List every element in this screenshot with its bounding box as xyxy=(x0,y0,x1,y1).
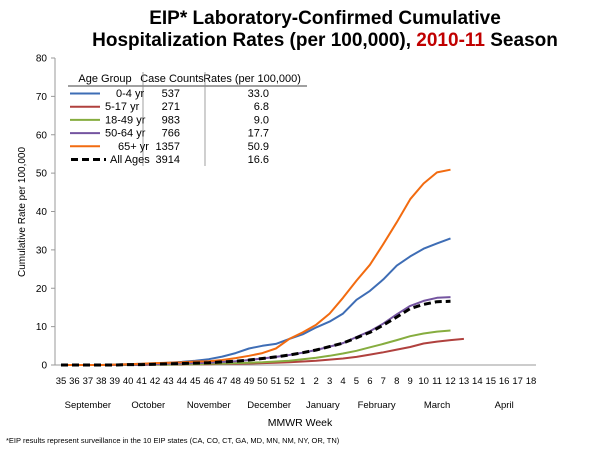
month-label: February xyxy=(358,400,396,411)
month-label: November xyxy=(187,400,231,411)
x-tick-label: 49 xyxy=(244,376,255,387)
x-tick-label: 41 xyxy=(136,376,147,387)
x-tick-label: 4 xyxy=(340,376,345,387)
x-tick-label: 46 xyxy=(203,376,214,387)
x-tick-label: 50 xyxy=(257,376,268,387)
x-tick-label: 42 xyxy=(150,376,161,387)
y-tick-label: 60 xyxy=(36,130,48,141)
month-label: April xyxy=(495,400,514,411)
x-tick-label: 48 xyxy=(230,376,241,387)
y-tick-label: 0 xyxy=(41,361,47,372)
x-tick-label: 44 xyxy=(177,376,188,387)
x-tick-label: 16 xyxy=(499,376,510,387)
x-tick-label: 40 xyxy=(123,376,134,387)
y-tick-label: 50 xyxy=(36,169,48,180)
x-tick-label: 37 xyxy=(83,376,94,387)
x-tick-label: 1 xyxy=(300,376,305,387)
x-tick-label: 52 xyxy=(284,376,295,387)
series-line-0-4-yr xyxy=(61,237,451,366)
x-tick-label: 36 xyxy=(69,376,80,387)
legend-case-count: 3914 xyxy=(156,154,180,166)
title-season: 2010-11 xyxy=(416,30,485,51)
series-line-65-yr xyxy=(61,168,451,366)
x-tick-label: 7 xyxy=(381,376,386,387)
title-part: Season xyxy=(484,30,558,51)
x-tick-label: 14 xyxy=(472,376,483,387)
x-tick-label: 15 xyxy=(485,376,496,387)
legend-rate: 33.0 xyxy=(248,88,269,100)
x-tick-label: 9 xyxy=(408,376,413,387)
chart-title-line2: Hospitalization Rates (per 100,000), 201… xyxy=(60,30,590,52)
y-axis-label: Cumulative Rate per 100,000 xyxy=(17,147,28,278)
x-tick-label: 8 xyxy=(394,376,399,387)
month-label: September xyxy=(65,400,111,411)
legend-case-count: 537 xyxy=(162,88,180,100)
legend-rate: 50.9 xyxy=(248,141,269,153)
legend-rate: 17.7 xyxy=(248,128,269,140)
x-tick-label: 17 xyxy=(512,376,523,387)
series-line-all-ages xyxy=(61,299,451,367)
series-line-5-17-yr xyxy=(61,337,464,366)
chart-title-line1: EIP* Laboratory-Confirmed Cumulative xyxy=(149,8,501,29)
x-tick-label: 43 xyxy=(163,376,174,387)
legend-label: 50-64 yr xyxy=(105,128,146,140)
x-tick-label: 3 xyxy=(327,376,332,387)
title-part: Hospitalization Rates (per 100,000), xyxy=(92,30,417,51)
x-tick-label: 6 xyxy=(367,376,372,387)
legend-rate: 9.0 xyxy=(254,114,269,126)
legend-header: Case Counts xyxy=(140,73,204,85)
legend-rate: 6.8 xyxy=(254,101,269,113)
legend-case-count: 983 xyxy=(162,114,180,126)
legend-label: All Ages xyxy=(110,154,150,166)
legend-rate: 16.6 xyxy=(248,154,269,166)
x-tick-label: 35 xyxy=(56,376,67,387)
x-tick-label: 10 xyxy=(418,376,429,387)
y-tick-label: 70 xyxy=(36,92,48,103)
legend-label: 18-49 yr xyxy=(105,114,146,126)
y-tick-label: 30 xyxy=(36,245,48,256)
x-tick-label: 47 xyxy=(217,376,228,387)
x-tick-label: 13 xyxy=(459,376,470,387)
footnote: *EIP results represent surveillance in t… xyxy=(6,436,340,445)
x-tick-label: 12 xyxy=(445,376,456,387)
month-label: January xyxy=(306,400,340,411)
legend-label: 5-17 yr xyxy=(105,101,140,113)
month-label: March xyxy=(424,400,450,411)
legend-case-count: 766 xyxy=(162,128,180,140)
y-tick-label: 20 xyxy=(36,284,48,295)
legend-case-count: 271 xyxy=(162,101,180,113)
legend-label: 65+ yr xyxy=(118,141,149,153)
x-tick-label: 5 xyxy=(354,376,359,387)
x-tick-label: 38 xyxy=(96,376,107,387)
y-tick-label: 10 xyxy=(36,322,48,333)
y-tick-label: 80 xyxy=(36,54,48,65)
x-tick-label: 39 xyxy=(109,376,120,387)
x-tick-label: 11 xyxy=(432,376,442,387)
x-tick-label: 51 xyxy=(271,376,282,387)
legend-label: 0-4 yr xyxy=(116,88,144,100)
x-tick-label: 2 xyxy=(314,376,319,387)
legend-case-count: 1357 xyxy=(156,141,180,153)
legend-header: Rates (per 100,000) xyxy=(203,73,301,85)
x-tick-label: 18 xyxy=(526,376,537,387)
month-label: October xyxy=(131,400,165,411)
month-label: December xyxy=(247,400,291,411)
x-axis-label: MMWR Week xyxy=(268,417,333,429)
y-tick-label: 40 xyxy=(36,207,48,218)
x-tick-label: 45 xyxy=(190,376,201,387)
legend-header: Age Group xyxy=(78,73,131,85)
